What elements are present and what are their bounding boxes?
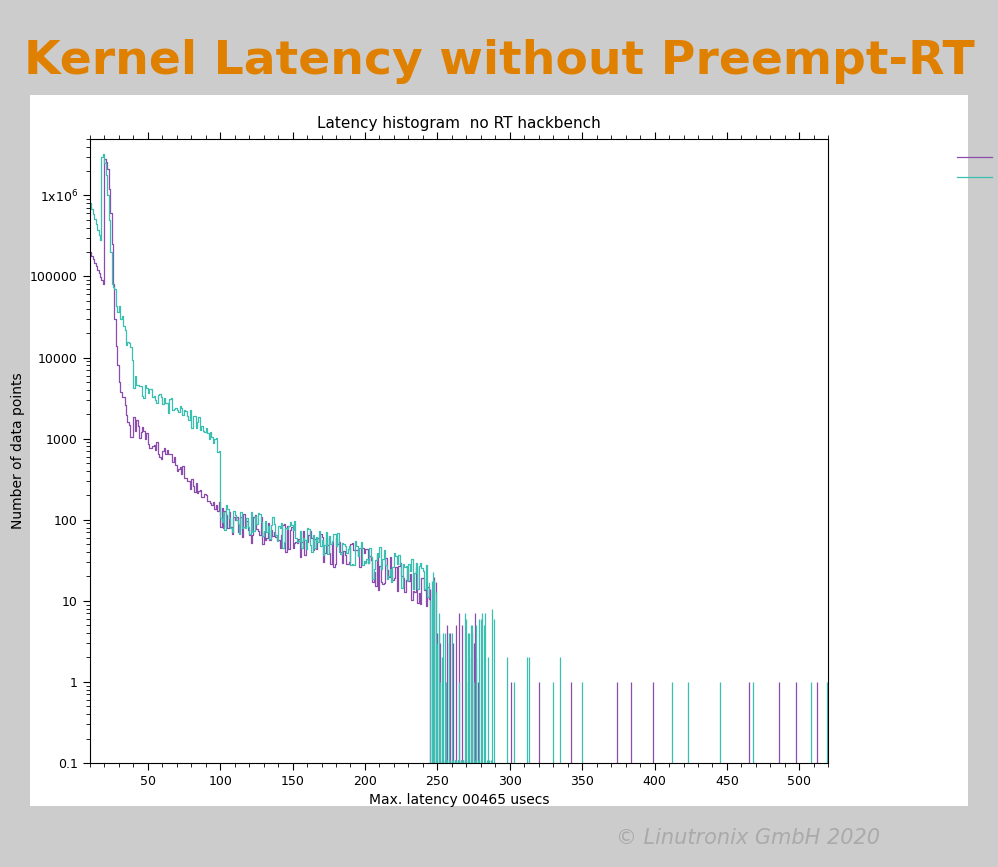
cpu1 — [372, 551, 384, 562]
cpu0 — [372, 584, 384, 595]
Line: cpu1: cpu1 — [90, 154, 429, 596]
Y-axis label: Number of data points: Number of data points — [11, 373, 25, 529]
cpu1 — [423, 578, 435, 589]
cpu0 — [423, 594, 435, 604]
cpu0 — [420, 601, 432, 611]
cpu1 — [84, 198, 96, 208]
cpu1 — [354, 537, 366, 547]
cpu1 — [421, 591, 433, 602]
Line: cpu0: cpu0 — [90, 160, 429, 606]
Text: © Linutronix GmbH 2020: © Linutronix GmbH 2020 — [617, 828, 880, 848]
cpu0 — [178, 473, 190, 484]
Legend: cpu0, cpu1: cpu0, cpu1 — [952, 146, 998, 191]
cpu0 — [215, 522, 227, 532]
cpu0 — [99, 154, 111, 165]
cpu1 — [97, 149, 109, 160]
cpu0 — [100, 157, 112, 167]
cpu1 — [178, 405, 190, 415]
Title: Latency histogram  no RT hackbench: Latency histogram no RT hackbench — [317, 115, 601, 131]
cpu0 — [354, 543, 366, 553]
cpu0 — [84, 247, 96, 257]
cpu1 — [100, 169, 112, 179]
cpu1 — [215, 512, 227, 523]
Text: Kernel Latency without Preempt-RT: Kernel Latency without Preempt-RT — [24, 39, 974, 84]
cpu0 — [276, 520, 288, 531]
X-axis label: Max. latency 00465 usecs: Max. latency 00465 usecs — [369, 793, 549, 807]
cpu1 — [276, 543, 288, 553]
